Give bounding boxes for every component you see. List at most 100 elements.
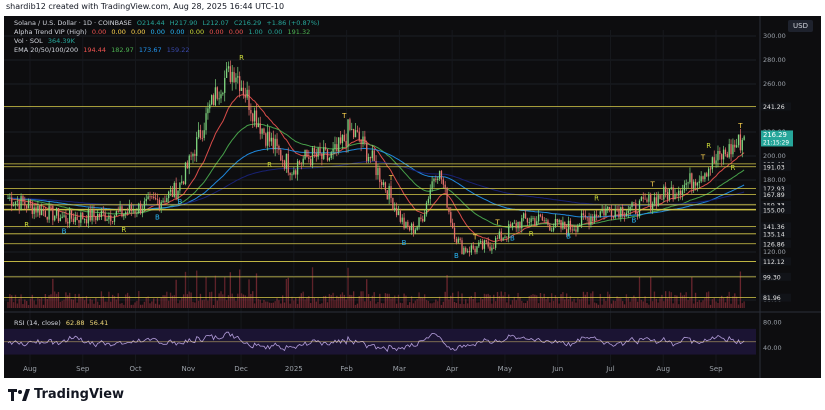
volume-bar bbox=[113, 296, 116, 308]
header-attribution: shardib12 created with TradingView.com, … bbox=[6, 2, 285, 11]
candle-body bbox=[444, 184, 446, 188]
volume-bar bbox=[741, 303, 743, 308]
volume-bar bbox=[435, 299, 437, 308]
candle-body bbox=[594, 214, 596, 221]
volume-bar bbox=[511, 300, 514, 308]
volume-bar bbox=[369, 301, 372, 308]
level-label-bg bbox=[761, 200, 791, 209]
candle-body bbox=[102, 211, 104, 213]
candle-body bbox=[20, 196, 22, 210]
candle-body bbox=[233, 71, 235, 83]
candle-body bbox=[181, 181, 183, 183]
price-chart-svg[interactable]: 300.00280.00260.00240.00220.00200.00180.… bbox=[4, 16, 821, 378]
volume-bar bbox=[537, 303, 540, 308]
volume-bar bbox=[472, 298, 474, 308]
volume-bar bbox=[737, 304, 740, 308]
y-tick-label: 300.00 bbox=[763, 32, 786, 40]
volume-bar bbox=[620, 298, 622, 308]
legend-high: H217.90 bbox=[169, 19, 198, 27]
legend-volume-row[interactable]: Vol · SOL 364.39K bbox=[14, 37, 78, 45]
volume-bar bbox=[707, 291, 710, 308]
volume-bar bbox=[721, 295, 723, 308]
candle-body bbox=[651, 203, 654, 210]
candle-body bbox=[554, 218, 557, 228]
candle-body bbox=[85, 219, 88, 224]
signal-label-t: T bbox=[388, 174, 394, 182]
volume-bar bbox=[136, 300, 138, 308]
candle-body bbox=[515, 222, 517, 229]
tradingview-logo[interactable]: TradingView bbox=[8, 387, 124, 402]
volume-bar bbox=[233, 297, 235, 308]
candle-body bbox=[306, 149, 308, 158]
volume-bar bbox=[70, 299, 73, 308]
volume-bar bbox=[175, 279, 177, 308]
candle-body bbox=[713, 157, 715, 164]
volume-bar bbox=[452, 292, 454, 308]
volume-bar bbox=[93, 303, 95, 308]
candle-body bbox=[220, 94, 222, 99]
volume-bar bbox=[296, 303, 299, 308]
legend-ema-row[interactable]: EMA 20/50/100/200 194.44 182.97 173.67 1… bbox=[14, 46, 192, 54]
volume-bar bbox=[665, 291, 667, 308]
candle-body bbox=[403, 217, 405, 229]
candle-body bbox=[395, 207, 398, 216]
candle-body bbox=[289, 172, 291, 176]
candle-body bbox=[171, 189, 174, 197]
volume-bar bbox=[717, 302, 719, 308]
candle-body bbox=[528, 222, 530, 223]
candle-body bbox=[418, 217, 420, 228]
level-label: 191.03 bbox=[763, 164, 785, 171]
volume-bar bbox=[319, 304, 321, 308]
candle-body bbox=[182, 181, 185, 184]
volume-bar bbox=[239, 269, 241, 308]
candle-body bbox=[257, 123, 260, 128]
volume-bar bbox=[541, 297, 544, 308]
volume-bar bbox=[494, 301, 497, 308]
candle-body bbox=[248, 89, 250, 110]
candle-body bbox=[113, 215, 116, 222]
volume-bar bbox=[743, 301, 745, 308]
volume-bar bbox=[644, 296, 646, 308]
candle-body bbox=[384, 182, 387, 191]
volume-bar bbox=[631, 297, 633, 308]
legend-symbol-row[interactable]: Solana / U.S. Dollar · 1D · COINBASE O21… bbox=[14, 19, 323, 27]
volume-bar bbox=[207, 300, 209, 308]
legend-alpha-row[interactable]: Alpha Trend VIP (High) 0.00 0.00 0.00 0.… bbox=[14, 28, 313, 36]
candle-body bbox=[274, 138, 276, 150]
rsi-tick-label: 40.00 bbox=[763, 344, 782, 352]
volume-bar bbox=[287, 277, 289, 308]
volume-bar bbox=[356, 303, 359, 308]
candle-body bbox=[730, 144, 732, 155]
volume-bar bbox=[168, 300, 170, 308]
candle-body bbox=[31, 203, 33, 214]
currency-badge[interactable]: USD bbox=[788, 20, 813, 32]
volume-bar bbox=[65, 292, 67, 308]
volume-bar bbox=[367, 293, 370, 308]
signal-label-r: R bbox=[121, 226, 126, 234]
volume-bar bbox=[218, 293, 220, 308]
chart-panel[interactable]: 300.00280.00260.00240.00220.00200.00180.… bbox=[4, 16, 821, 378]
volume-bar bbox=[601, 304, 603, 308]
volume-bar bbox=[276, 298, 278, 308]
candle-body bbox=[354, 130, 357, 138]
volume-bar bbox=[248, 279, 250, 308]
volume-bar bbox=[530, 295, 532, 308]
volume-bar bbox=[681, 295, 684, 308]
candle-body bbox=[509, 224, 512, 228]
candle-body bbox=[672, 187, 674, 200]
candle-body bbox=[153, 196, 155, 198]
volume-bar bbox=[547, 297, 549, 308]
volume-bar bbox=[82, 296, 84, 308]
volume-bar bbox=[74, 293, 76, 308]
candle-body bbox=[646, 199, 648, 202]
volume-bar bbox=[694, 292, 697, 308]
legend-rsi-row[interactable]: RSI (14, close) 62.88 56.41 bbox=[14, 319, 111, 327]
volume-bar bbox=[622, 301, 624, 308]
candle-body bbox=[351, 129, 353, 130]
volume-bar bbox=[332, 292, 334, 308]
candle-body bbox=[48, 205, 50, 220]
volume-bar bbox=[229, 272, 231, 308]
tradingview-logo-icon bbox=[8, 388, 30, 401]
volume-bar bbox=[388, 293, 390, 308]
volume-bar bbox=[39, 298, 41, 308]
